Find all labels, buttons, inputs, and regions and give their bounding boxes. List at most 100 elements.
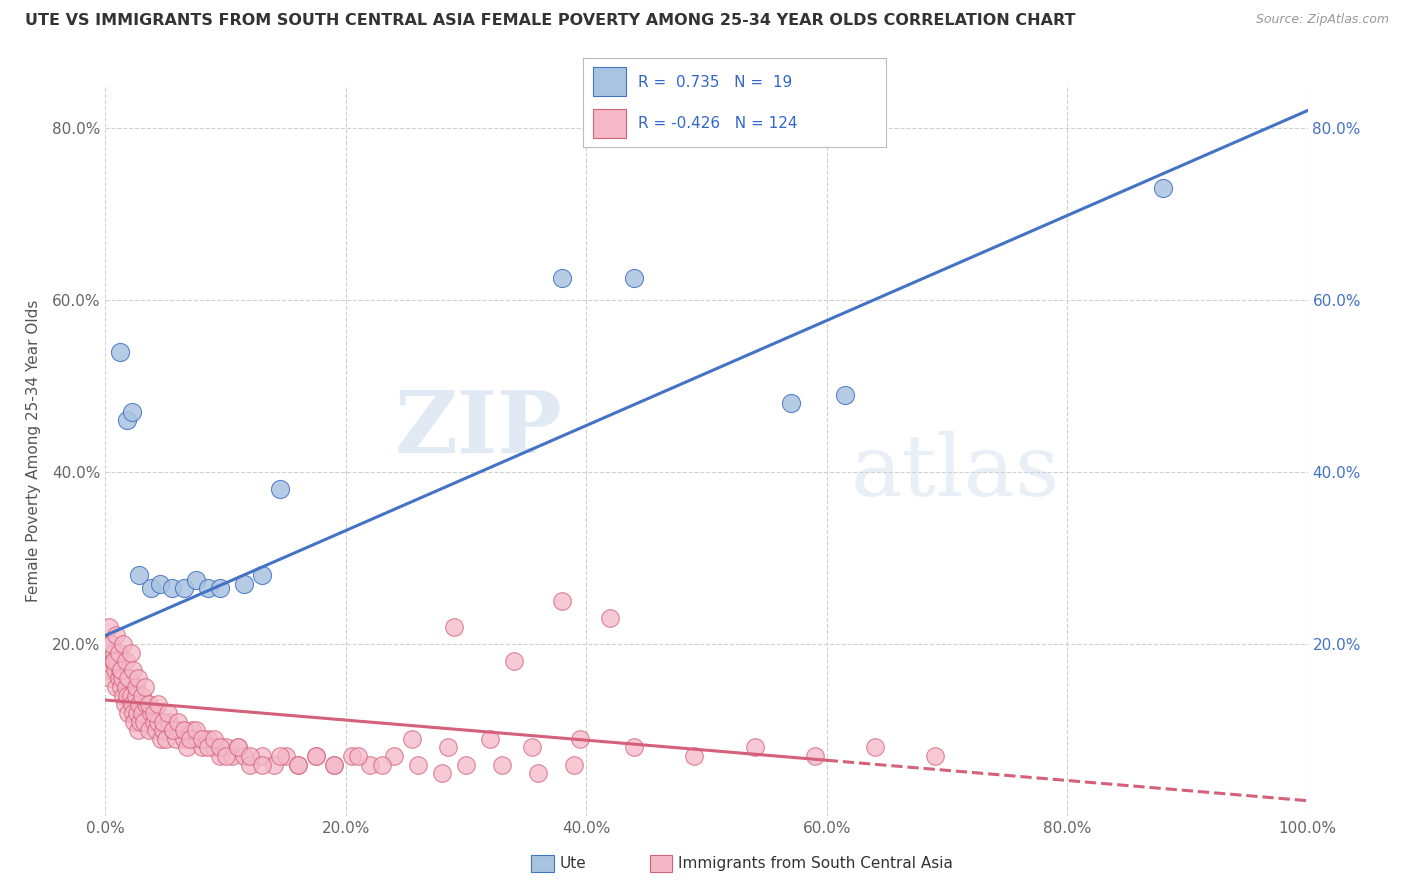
Point [128,698,150,712]
Point [135,698,157,712]
Point [132,714,155,729]
Point [263,757,285,772]
Text: Ute: Ute [560,856,586,871]
Point [134,680,156,694]
Point [197,581,219,595]
Point [599,611,621,625]
Point [214,740,236,755]
Point [138,698,160,712]
Text: UTE VS IMMIGRANTS FROM SOUTH CENTRAL ASIA FEMALE POVERTY AMONG 25-34 YEAR OLDS C: UTE VS IMMIGRANTS FROM SOUTH CENTRAL ASI… [25,13,1076,29]
Point [522,740,544,755]
Point [401,731,423,746]
Point [103,646,125,660]
Point [226,740,249,755]
Text: ZIP: ZIP [395,386,562,470]
Point [551,271,574,285]
Point [176,740,198,755]
Point [179,731,201,746]
Point [197,731,219,746]
Point [371,757,394,772]
Point [803,748,825,763]
Point [115,654,138,668]
Point [173,723,195,738]
Point [138,723,160,738]
Point [1152,181,1174,195]
Point [114,698,136,712]
Point [208,740,231,755]
Point [152,714,174,729]
Bar [592,109,626,138]
Point [120,646,142,660]
Point [863,740,886,755]
Point [103,654,125,668]
Point [156,706,179,720]
Point [117,672,139,686]
Point [202,740,225,755]
Point [551,594,574,608]
Point [221,748,243,763]
Point [491,757,513,772]
Point [139,581,162,595]
Point [110,663,132,677]
Point [149,731,172,746]
Point [98,620,121,634]
Point [232,748,254,763]
Point [202,731,225,746]
Point [169,723,191,738]
Point [142,706,165,720]
Point [108,344,131,359]
Point [274,748,297,763]
Point [98,663,121,677]
Point [125,706,148,720]
Point [779,396,801,410]
Point [105,680,128,694]
Point [623,740,645,755]
Point [184,573,207,587]
Point [139,706,162,720]
Point [834,387,856,401]
Point [165,731,187,746]
Point [142,714,165,729]
Point [121,405,143,419]
Point [173,731,195,746]
Point [104,663,127,677]
Point [190,731,212,746]
Text: R = -0.426   N = 124: R = -0.426 N = 124 [638,116,797,131]
Point [382,748,405,763]
Point [131,689,153,703]
Point [129,714,152,729]
Point [105,628,128,642]
Y-axis label: Female Poverty Among 25-34 Year Olds: Female Poverty Among 25-34 Year Olds [25,300,41,601]
Point [305,748,328,763]
Point [430,766,453,780]
Point [148,714,170,729]
Point [359,757,381,772]
Point [124,680,146,694]
Point [239,748,262,763]
Point [208,748,231,763]
Point [166,714,188,729]
Point [157,714,180,729]
Point [160,581,183,595]
Point [124,689,146,703]
Point [100,637,122,651]
Text: atlas: atlas [851,431,1060,514]
Text: R =  0.735   N =  19: R = 0.735 N = 19 [638,75,792,89]
Point [112,637,135,651]
Point [117,706,139,720]
Point [406,757,429,772]
Point [287,757,309,772]
Point [250,748,273,763]
Point [162,723,184,738]
Point [197,740,219,755]
Point [250,757,273,772]
Point [184,723,207,738]
Point [269,748,291,763]
Point [250,568,273,582]
Point [115,680,138,694]
Point [162,723,184,738]
Point [107,646,129,660]
Point [122,663,145,677]
Point [121,698,143,712]
Bar [592,67,626,96]
